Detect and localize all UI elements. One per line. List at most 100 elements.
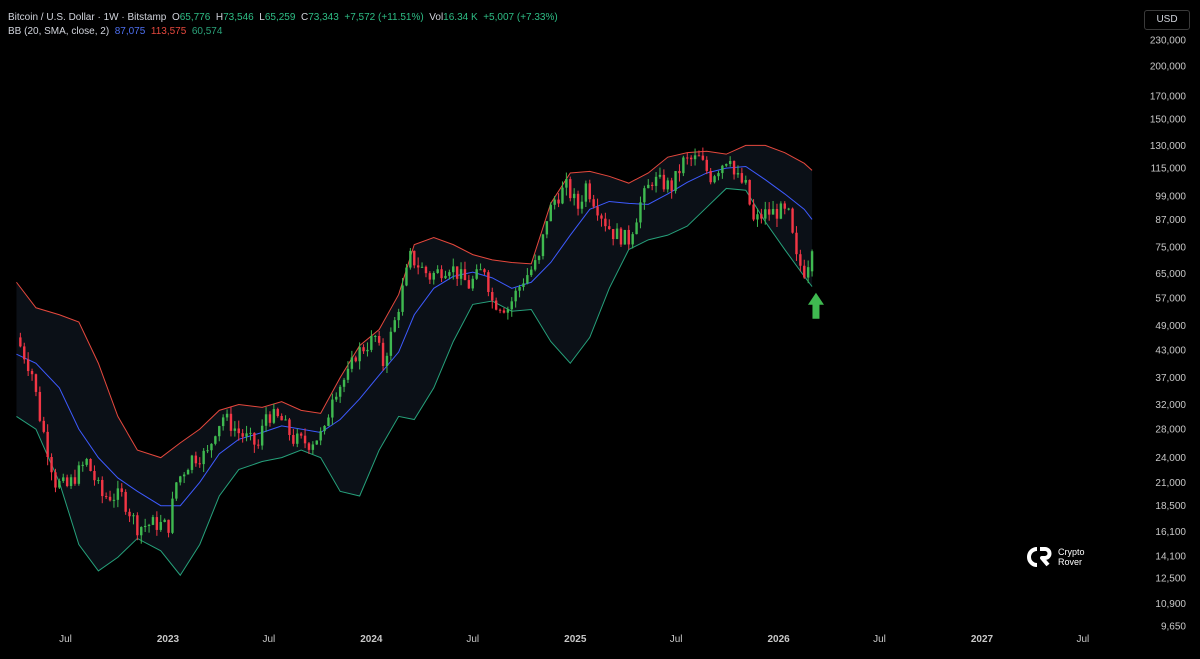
candle-up: [459, 269, 463, 279]
y-tick-label: 32,000: [1155, 400, 1186, 411]
x-tick-label: 2027: [971, 634, 994, 645]
crypto-rover-logo-icon: [1027, 547, 1052, 567]
up-arrow-icon: [807, 292, 824, 319]
candle-down: [592, 199, 595, 207]
candle-down: [73, 477, 77, 484]
candle-down: [120, 488, 123, 492]
candle-up: [639, 202, 642, 223]
candle-down: [498, 309, 502, 311]
candle-up: [225, 413, 229, 418]
candle-up: [272, 409, 276, 423]
candle-down: [354, 357, 357, 362]
candle-down: [799, 254, 802, 266]
candle-down: [377, 335, 381, 343]
candle-down: [803, 265, 806, 278]
candle-down: [307, 443, 311, 450]
candle-up: [186, 469, 190, 475]
candle-down: [627, 229, 630, 245]
candle-up: [389, 331, 393, 356]
candle-down: [487, 272, 490, 293]
candle-down: [292, 434, 295, 444]
candle-down: [50, 456, 53, 473]
candle-up: [284, 419, 287, 421]
candle-down: [795, 232, 798, 255]
candle-up: [572, 193, 576, 199]
candle-down: [502, 310, 506, 313]
y-tick-label: 170,000: [1150, 91, 1187, 102]
candle-up: [210, 443, 213, 451]
open-value: 65,776: [179, 12, 211, 23]
candle-up: [147, 524, 151, 526]
candle-up: [140, 527, 143, 536]
candle-down: [241, 433, 244, 437]
candle-up: [260, 425, 264, 446]
y-tick-label: 115,000: [1151, 164, 1187, 175]
candle-up: [249, 432, 252, 434]
candle-down: [600, 215, 603, 219]
y-tick-label: 230,000: [1150, 36, 1187, 47]
candle-down: [46, 431, 49, 457]
x-tick-label: Jul: [466, 634, 479, 645]
candle-up: [526, 275, 529, 284]
candle-down: [709, 170, 712, 183]
candle-up: [81, 464, 84, 466]
x-tick-label: 2023: [157, 634, 180, 645]
candle-down: [23, 346, 26, 360]
candle-up: [584, 183, 588, 202]
candle-up: [736, 173, 740, 175]
candle-down: [697, 155, 701, 157]
candle-up: [374, 335, 377, 337]
candle-down: [686, 157, 689, 159]
candle-up: [647, 184, 650, 189]
candle-down: [276, 409, 279, 416]
candle-up: [580, 201, 584, 209]
y-tick-label: 200,000: [1150, 61, 1187, 72]
low-label: L: [259, 12, 265, 23]
candle-up: [350, 357, 354, 369]
candle-up: [479, 269, 482, 271]
y-tick-label: 99,000: [1155, 191, 1186, 202]
currency-button[interactable]: USD: [1144, 10, 1190, 30]
candle-down: [678, 171, 681, 174]
candle-up: [370, 336, 373, 350]
candle-up: [338, 386, 342, 397]
candle-down: [608, 226, 611, 230]
candle-up: [385, 355, 389, 366]
candle-up: [342, 379, 346, 387]
candle-up: [319, 431, 322, 441]
candle-up: [311, 444, 315, 450]
candle-up: [721, 165, 724, 174]
symbol-title: Bitcoin / U.S. Dollar · 1W · Bitstamp: [8, 12, 167, 23]
candle-up: [533, 260, 537, 270]
candle-up: [366, 349, 369, 352]
y-tick-label: 10,900: [1155, 599, 1186, 610]
candle-up: [514, 290, 517, 302]
candle-up: [635, 222, 638, 235]
candle-down: [194, 455, 198, 464]
logo-line2: Rover: [1058, 557, 1083, 567]
candle-down: [775, 208, 779, 219]
candle-down: [767, 209, 771, 215]
candle-up: [565, 179, 568, 188]
candle-down: [34, 374, 38, 392]
candle-up: [143, 525, 147, 528]
y-tick-label: 49,000: [1155, 321, 1186, 332]
candle-down: [619, 228, 623, 245]
candle-up: [522, 283, 525, 288]
candle-down: [268, 414, 272, 423]
candle-up: [713, 176, 716, 183]
candle-down: [588, 183, 591, 200]
candle-up: [806, 267, 810, 278]
candle-up: [682, 157, 685, 174]
candle-up: [506, 309, 510, 313]
y-tick-label: 14,100: [1155, 551, 1186, 562]
candle-up: [323, 425, 326, 432]
candle-up: [62, 477, 65, 481]
candle-up: [744, 179, 747, 183]
candle-down: [30, 371, 34, 375]
candle-up: [346, 368, 350, 380]
high-label: H: [215, 12, 224, 23]
x-tick-label: Jul: [873, 634, 886, 645]
candle-up: [335, 396, 338, 400]
